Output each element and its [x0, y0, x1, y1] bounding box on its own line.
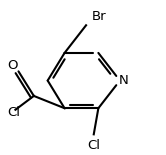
- Text: O: O: [7, 59, 18, 72]
- Text: Cl: Cl: [8, 106, 21, 119]
- Text: N: N: [119, 74, 129, 87]
- Text: Br: Br: [92, 10, 107, 23]
- Text: Cl: Cl: [87, 139, 100, 152]
